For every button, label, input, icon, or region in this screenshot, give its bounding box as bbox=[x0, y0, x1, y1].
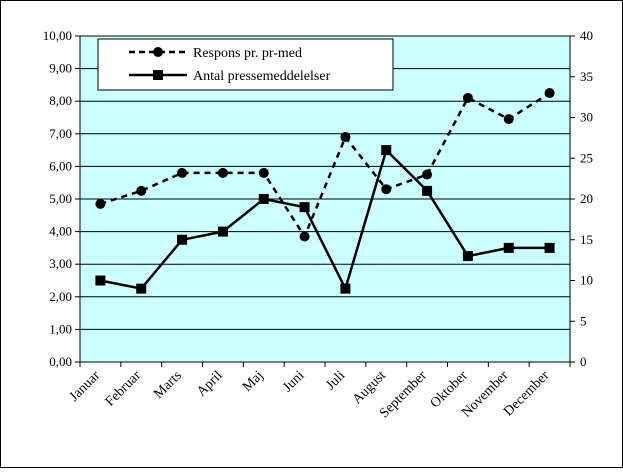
data-point-series-1 bbox=[422, 185, 433, 196]
data-point-series-0 bbox=[340, 132, 351, 143]
data-point-series-0 bbox=[462, 92, 473, 103]
data-point-series-1 bbox=[381, 145, 392, 156]
data-point-series-0 bbox=[381, 184, 392, 195]
data-point-series-0 bbox=[217, 167, 228, 178]
data-point-series-0 bbox=[258, 167, 269, 178]
x-tick-label: Februar bbox=[103, 368, 145, 410]
x-tick-label: Marts bbox=[151, 368, 185, 402]
x-tick-label: Juli bbox=[323, 368, 348, 393]
right-tick-label: 35 bbox=[580, 69, 593, 84]
data-point-series-0 bbox=[95, 198, 106, 209]
left-y-axis: 0,00 1,00 2,00 3,00 4,00 5,00 6,00 7,00 8,00 9,00… bbox=[43, 28, 80, 369]
legend-swatch-marker-respons bbox=[153, 47, 163, 57]
x-tick-label: December bbox=[501, 368, 553, 420]
data-point-series-0 bbox=[136, 185, 147, 196]
data-point-series-1 bbox=[544, 242, 555, 253]
right-tick-label: 15 bbox=[580, 232, 593, 247]
left-tick-label: 3,00 bbox=[49, 256, 72, 271]
x-axis: Januar Februar Marts April Maj Juni Juli August… bbox=[67, 362, 571, 421]
series-line-1 bbox=[100, 148, 550, 290]
data-point-series-1 bbox=[177, 234, 188, 245]
left-tick-label: 0,00 bbox=[49, 354, 72, 369]
right-tick-label: 20 bbox=[580, 191, 593, 206]
data-point-series-1 bbox=[462, 251, 473, 262]
legend-box bbox=[97, 38, 394, 91]
series-line-0 bbox=[100, 92, 551, 238]
data-point-series-0 bbox=[544, 88, 555, 99]
data-point-series-1 bbox=[299, 202, 310, 213]
right-tick-label: 25 bbox=[580, 150, 593, 165]
data-point-series-0 bbox=[177, 167, 188, 178]
series-layer bbox=[95, 88, 555, 294]
right-y-axis: 0 5 10 15 20 25 30 35 40 bbox=[570, 28, 593, 369]
data-point-series-1 bbox=[503, 242, 514, 253]
left-tick-label: 6,00 bbox=[49, 158, 72, 173]
x-tick-label: Maj bbox=[240, 368, 267, 395]
data-point-series-0 bbox=[422, 169, 433, 180]
left-tick-label: 7,00 bbox=[49, 126, 72, 141]
data-point-series-1 bbox=[95, 275, 106, 286]
data-point-series-1 bbox=[217, 226, 228, 237]
left-tick-label: 9,00 bbox=[49, 61, 72, 76]
data-point-series-0 bbox=[299, 231, 310, 242]
data-point-series-1 bbox=[258, 194, 269, 204]
legend: Respons pr. pr-med Antal pressemeddelels… bbox=[97, 38, 394, 91]
x-tick-label: August bbox=[350, 368, 389, 407]
data-point-series-0 bbox=[503, 114, 514, 125]
right-tick-label: 30 bbox=[580, 110, 593, 125]
right-tick-label: 10 bbox=[580, 273, 593, 288]
left-tick-label: 1,00 bbox=[49, 321, 72, 336]
x-tick-label: April bbox=[194, 368, 226, 400]
left-tick-label: 5,00 bbox=[49, 191, 72, 206]
left-tick-label: 4,00 bbox=[49, 224, 72, 239]
legend-label-antal: Antal pressemeddelelser bbox=[193, 69, 331, 84]
x-tick-label: Juni bbox=[280, 368, 307, 395]
right-tick-label: 5 bbox=[580, 313, 587, 328]
left-tick-label: 2,00 bbox=[49, 289, 72, 304]
legend-swatch-marker-antal bbox=[153, 70, 163, 80]
data-point-series-1 bbox=[340, 283, 351, 294]
left-tick-label: 10,00 bbox=[43, 28, 72, 43]
legend-label-respons: Respons pr. pr-med bbox=[193, 46, 302, 61]
data-point-series-1 bbox=[136, 283, 147, 294]
right-tick-label: 0 bbox=[580, 354, 587, 369]
x-tick-label: Januar bbox=[67, 368, 104, 405]
right-tick-label: 40 bbox=[580, 28, 593, 43]
left-tick-label: 8,00 bbox=[49, 93, 72, 108]
